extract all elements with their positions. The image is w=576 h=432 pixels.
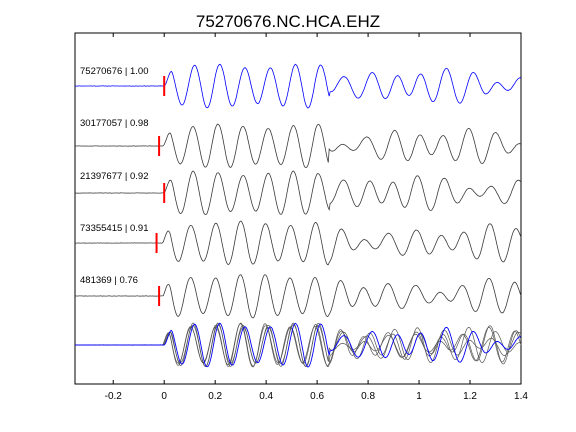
trace-line: [74, 170, 522, 215]
plot-frame: [74, 32, 522, 385]
trace-line: [74, 123, 522, 169]
trace-line: [75, 220, 522, 266]
x-tick-label: 1: [416, 391, 422, 402]
x-tick-label: 0.2: [208, 391, 222, 402]
x-tick-label: 0.8: [361, 391, 375, 402]
trace-label: 30177057 | 0.98: [80, 118, 149, 129]
x-tick-label: 1.2: [463, 391, 477, 402]
trace-line: [75, 63, 522, 109]
waveform-overlay: [74, 322, 522, 368]
x-tick-label: -0.2: [105, 391, 123, 402]
chart-title: 75270676.NC.HCA.EHZ: [196, 12, 380, 31]
waveform-traces: 75270676 | 1.00 30177057 | 0.98 21397677 |…: [74, 63, 522, 319]
x-tick-label: 0.4: [259, 391, 273, 402]
x-axis-ticks: -0.2 0 0.2 0.4 0.6 0.8 1 1.2 1.4: [105, 33, 528, 402]
x-tick-label: 0.6: [310, 391, 324, 402]
trace-label: 481369 | 0.76: [80, 275, 138, 286]
trace-line: [74, 274, 522, 319]
trace-label: 21397677 | 0.92: [80, 171, 149, 182]
x-tick-label: 1.4: [514, 391, 528, 402]
overlay-reference-line: [75, 322, 522, 368]
trace-label: 73355415 | 0.91: [80, 223, 149, 234]
trace-label: 75270676 | 1.00: [80, 66, 149, 77]
x-tick-label: 0: [161, 391, 167, 402]
